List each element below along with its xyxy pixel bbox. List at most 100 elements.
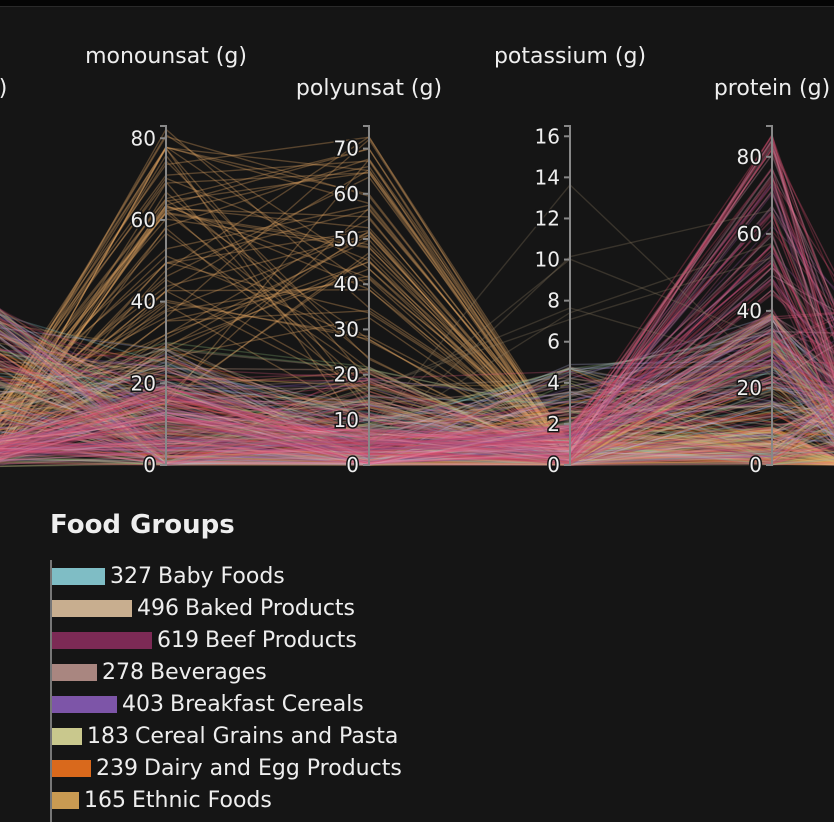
polyline bbox=[0, 322, 834, 466]
polyline bbox=[0, 310, 834, 456]
polyline bbox=[0, 404, 834, 466]
polyline bbox=[0, 318, 834, 461]
polyline bbox=[0, 401, 834, 459]
polyline bbox=[0, 320, 834, 459]
polyline bbox=[0, 378, 834, 460]
tick: 14 bbox=[533, 164, 570, 191]
polyline bbox=[0, 391, 834, 466]
polyline bbox=[0, 171, 834, 466]
polyline bbox=[0, 257, 834, 463]
polyline bbox=[0, 405, 834, 459]
polyline bbox=[0, 307, 834, 461]
tick: 20 bbox=[129, 370, 166, 397]
polyline bbox=[0, 210, 834, 451]
tick: 30 bbox=[332, 316, 369, 343]
polyline bbox=[0, 278, 834, 458]
polyline bbox=[0, 376, 834, 466]
tick-label: 2 bbox=[547, 412, 560, 436]
polyline bbox=[0, 366, 834, 466]
polyline bbox=[0, 319, 834, 466]
polyline bbox=[0, 165, 834, 447]
polyline bbox=[0, 367, 834, 463]
polyline bbox=[0, 244, 834, 460]
polyline bbox=[0, 137, 834, 462]
polyline bbox=[0, 309, 834, 466]
polyline bbox=[0, 368, 834, 466]
polyline bbox=[0, 261, 834, 463]
axis-title-1: polyunsat (g) bbox=[295, 76, 443, 101]
polyline bbox=[0, 423, 834, 466]
polyline bbox=[0, 349, 834, 461]
tick-label: 20 bbox=[737, 376, 762, 400]
legend-item[interactable]: 327 Baby Foods bbox=[52, 560, 452, 592]
polyline bbox=[0, 398, 834, 466]
polyline bbox=[0, 401, 834, 465]
polyline bbox=[0, 381, 834, 465]
polyline bbox=[0, 348, 834, 459]
polyline bbox=[0, 347, 834, 465]
polyline bbox=[0, 217, 834, 464]
polyline bbox=[0, 133, 834, 464]
polyline bbox=[0, 385, 834, 458]
polyline bbox=[0, 376, 834, 463]
polyline bbox=[0, 386, 834, 454]
polyline bbox=[0, 312, 834, 463]
polyline bbox=[0, 167, 834, 440]
polyline bbox=[0, 354, 834, 466]
legend-label: Cereal Grains and Pasta bbox=[135, 723, 399, 749]
legend-item[interactable]: 496 Baked Products bbox=[52, 592, 452, 624]
polyline bbox=[0, 212, 834, 448]
polyline bbox=[0, 316, 834, 457]
polyline bbox=[0, 382, 834, 466]
polyline bbox=[0, 377, 834, 453]
polyline bbox=[0, 349, 834, 464]
polyline bbox=[0, 389, 834, 465]
polyline bbox=[0, 289, 834, 464]
legend-item[interactable]: 619 Beef Products bbox=[52, 624, 452, 656]
tick-label: 80 bbox=[131, 126, 156, 150]
tick: 2 bbox=[546, 410, 570, 437]
polyline bbox=[0, 365, 834, 462]
polyline bbox=[0, 368, 834, 462]
polyline bbox=[0, 209, 834, 448]
polyline bbox=[0, 371, 834, 466]
polyline bbox=[0, 351, 834, 466]
polyline bbox=[0, 334, 834, 466]
polyline bbox=[0, 317, 834, 466]
polyline bbox=[0, 391, 834, 466]
legend-item[interactable]: 403 Breakfast Cereals bbox=[52, 688, 452, 720]
polyline bbox=[0, 340, 834, 452]
polyline bbox=[0, 148, 834, 464]
polyline bbox=[0, 208, 834, 466]
polyline bbox=[0, 278, 834, 462]
polyline bbox=[0, 205, 834, 462]
polyline bbox=[0, 348, 834, 466]
polyline bbox=[0, 293, 834, 457]
polyline bbox=[0, 396, 834, 466]
polyline bbox=[0, 274, 834, 454]
polyline bbox=[0, 327, 834, 453]
polyline bbox=[0, 312, 834, 466]
polyline bbox=[0, 361, 834, 460]
polyline bbox=[0, 135, 834, 463]
polyline bbox=[0, 317, 834, 455]
polyline bbox=[0, 360, 834, 453]
polyline bbox=[0, 234, 834, 458]
polyline bbox=[0, 381, 834, 466]
legend-bar bbox=[52, 663, 97, 681]
legend-item[interactable]: 183 Cereal Grains and Pasta bbox=[52, 720, 452, 752]
polyline bbox=[0, 390, 834, 458]
polyline bbox=[0, 261, 834, 447]
polyline bbox=[0, 332, 834, 465]
polyline bbox=[0, 311, 834, 460]
polyline bbox=[0, 207, 834, 466]
polyline bbox=[0, 315, 834, 463]
legend-item[interactable]: 165 Ethnic Foods bbox=[52, 784, 452, 816]
polyline bbox=[0, 134, 834, 464]
legend-item[interactable]: 278 Beverages bbox=[52, 656, 452, 688]
polyline bbox=[0, 342, 834, 452]
legend-label: Ethnic Foods bbox=[132, 787, 272, 813]
polyline bbox=[0, 160, 834, 463]
legend-item[interactable]: 239 Dairy and Egg Products bbox=[52, 752, 452, 784]
polyline bbox=[0, 308, 834, 463]
